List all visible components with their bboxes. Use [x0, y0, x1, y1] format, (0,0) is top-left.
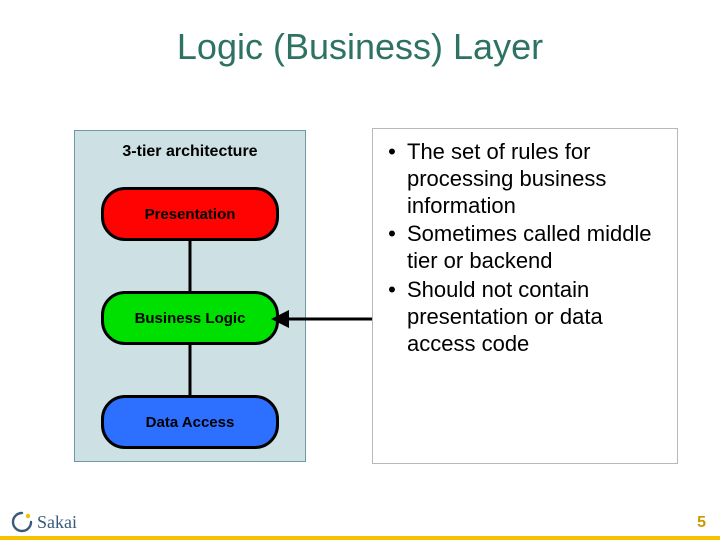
- tier-connector: [189, 241, 192, 291]
- diagram-title: 3-tier architecture: [75, 143, 305, 161]
- slide-title: Logic (Business) Layer: [0, 26, 720, 68]
- tier-business-logic: Business Logic: [101, 291, 279, 345]
- tier-connector: [189, 345, 192, 395]
- tier-label: Data Access: [146, 414, 235, 431]
- sakai-swirl-icon: [10, 510, 34, 534]
- bullet-dot-icon: •: [377, 221, 407, 275]
- slide: Logic (Business) Layer 3-tier architectu…: [0, 0, 720, 540]
- page-number: 5: [697, 514, 706, 532]
- bullet-item: •Sometimes called middle tier or backend: [377, 221, 669, 275]
- bullet-dot-icon: •: [377, 139, 407, 219]
- bullet-text: Should not contain presentation or data …: [407, 277, 669, 357]
- swirl-dot: [26, 514, 30, 518]
- tier-label: Presentation: [145, 206, 236, 223]
- tier-data-access: Data Access: [101, 395, 279, 449]
- footer-bar: [0, 536, 720, 540]
- bullet-dot-icon: •: [377, 277, 407, 357]
- diagram-3-tier: 3-tier architecture Presentation Business…: [74, 130, 306, 462]
- bullet-text: Sometimes called middle tier or backend: [407, 221, 669, 275]
- bullet-item: •Should not contain presentation or data…: [377, 277, 669, 357]
- sakai-logo: Sakai: [10, 510, 77, 534]
- bullet-item: •The set of rules for processing busines…: [377, 139, 669, 219]
- tier-presentation: Presentation: [101, 187, 279, 241]
- tier-label: Business Logic: [135, 310, 246, 327]
- sakai-logo-text: Sakai: [37, 512, 77, 533]
- bullet-text: The set of rules for processing business…: [407, 139, 669, 219]
- bullet-list: •The set of rules for processing busines…: [372, 128, 678, 464]
